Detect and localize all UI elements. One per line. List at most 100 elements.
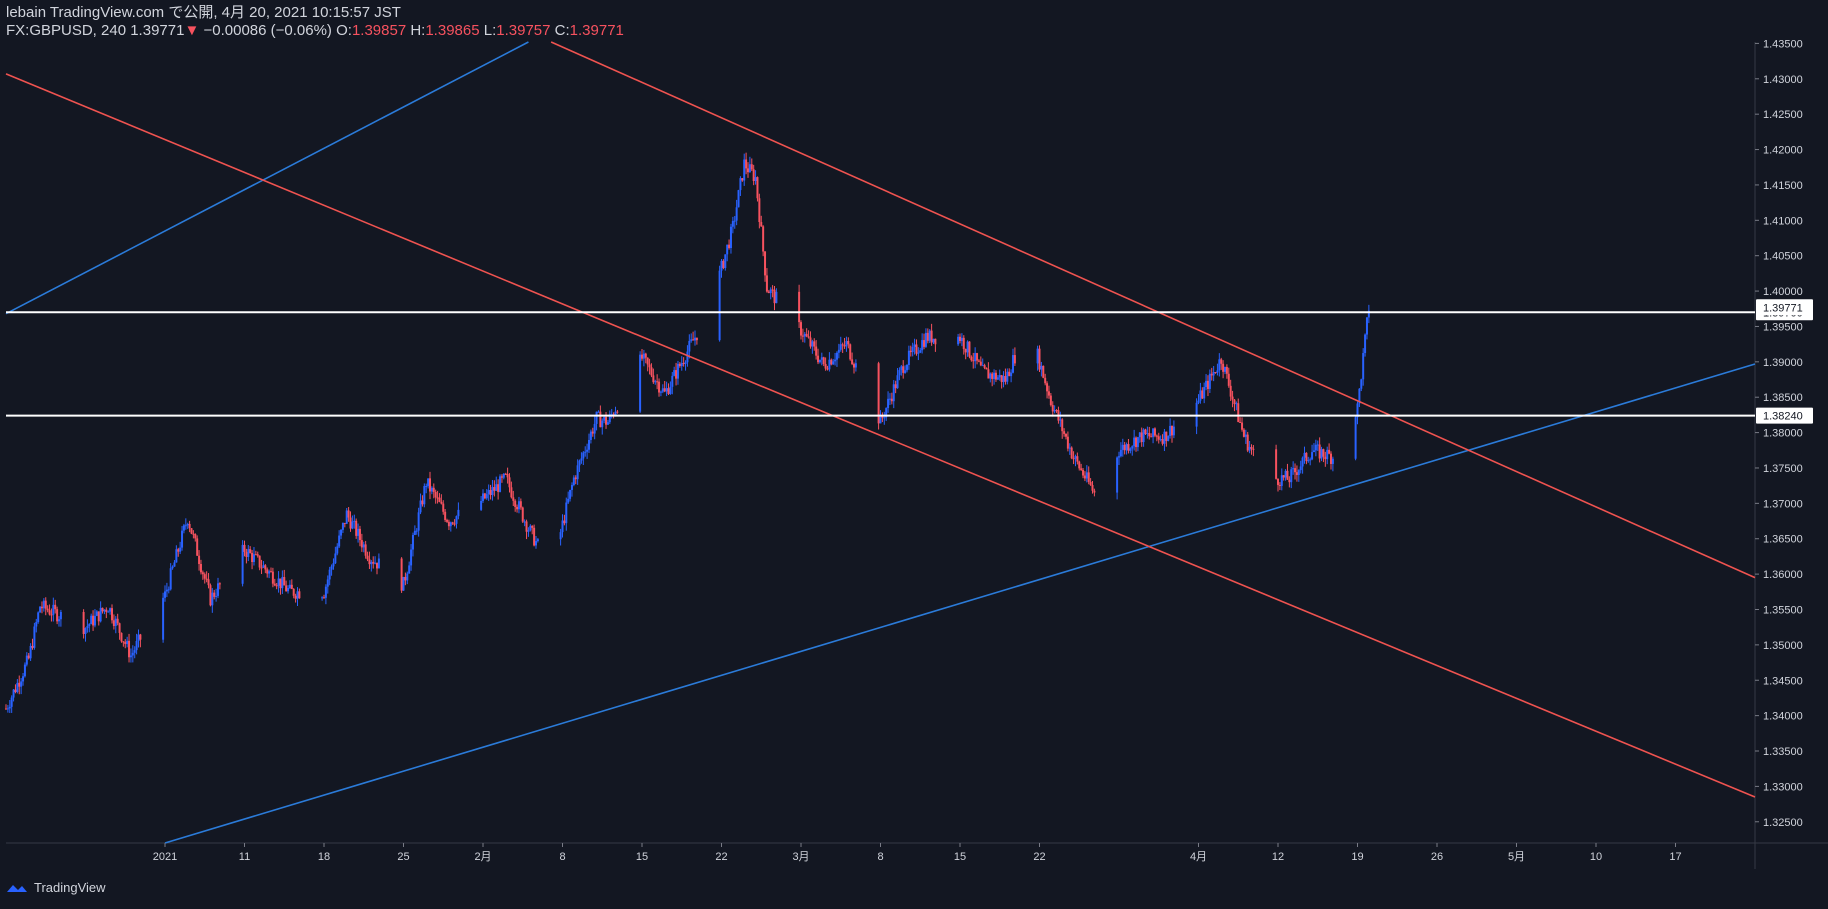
trend-line-red[interactable] (5, 73, 1756, 798)
candle (608, 410, 611, 425)
horizontal-lines-layer[interactable] (6, 311, 1755, 417)
candle (1146, 426, 1149, 439)
candle-body (849, 344, 852, 360)
candle (14, 684, 17, 694)
trend-line-blue[interactable] (164, 363, 1756, 844)
candle (207, 573, 210, 589)
price-tick-label: 1.37500 (1763, 463, 1803, 475)
candle-body (491, 487, 494, 496)
candle (27, 653, 30, 660)
candle-body (639, 354, 642, 412)
candle-body (1208, 373, 1211, 389)
candle-body (436, 497, 439, 499)
candle-body (8, 706, 11, 709)
candle-body (37, 612, 40, 623)
candle (1237, 398, 1240, 423)
candle (18, 675, 21, 695)
candle-body (695, 337, 698, 341)
candle-body (957, 336, 960, 345)
candle (252, 547, 255, 566)
candle-body (266, 569, 269, 574)
candle-body (23, 664, 26, 677)
price-tick-label: 1.36500 (1763, 534, 1803, 546)
candle (985, 367, 988, 370)
candle (251, 549, 254, 570)
candle (349, 511, 352, 532)
candle (429, 471, 431, 500)
candle-body (440, 501, 443, 504)
candle-body (124, 642, 127, 645)
candle-body (879, 415, 882, 424)
candle (1167, 435, 1170, 442)
candle (1364, 333, 1367, 357)
candle-body (682, 362, 685, 364)
candle-body (646, 357, 649, 365)
candle-body (576, 465, 579, 480)
candle-body (601, 420, 604, 428)
trendlines-layer[interactable] (5, 41, 1756, 844)
candle (436, 490, 439, 504)
candle-body (1214, 372, 1217, 374)
candle (669, 381, 672, 395)
candle-body (934, 338, 937, 345)
time-tick-label: 2月 (474, 851, 491, 863)
candle-body (290, 584, 293, 589)
candle-body (184, 525, 187, 527)
candle-body (332, 563, 335, 567)
candle-body (1171, 425, 1173, 436)
trend-line-red[interactable] (550, 41, 1756, 579)
candle-body (580, 458, 583, 461)
candle (29, 643, 32, 662)
candle (1047, 385, 1050, 399)
candle (574, 475, 577, 485)
candle-body (137, 634, 140, 641)
candle-body (979, 361, 982, 366)
candle (881, 412, 884, 423)
candle (928, 329, 931, 343)
open-value: 1.39857 (351, 22, 407, 39)
candle-body (728, 244, 731, 249)
candle-body (1237, 403, 1240, 422)
candle-body (835, 352, 838, 360)
candle (217, 577, 219, 599)
candle (578, 459, 581, 472)
candle (919, 347, 922, 354)
candle (266, 567, 269, 578)
last-price-tag-bg (1756, 299, 1813, 316)
price-tick-label: 1.40000 (1763, 286, 1803, 298)
candle-body (595, 411, 598, 424)
time-tick-label: 19 (1351, 851, 1363, 863)
candle (186, 522, 189, 530)
candle-body (502, 473, 505, 478)
candle-body (1135, 437, 1138, 448)
candle-body (1144, 429, 1147, 434)
trend-line-blue[interactable] (5, 41, 529, 315)
candle (109, 607, 112, 615)
candle-body (1250, 447, 1253, 449)
candle (16, 679, 19, 694)
candle-body (103, 609, 106, 612)
candle (1294, 463, 1297, 480)
candle-body (432, 487, 435, 492)
candle-body (128, 640, 131, 658)
candle-body (455, 516, 458, 524)
tradingview-logo-icon (7, 884, 27, 892)
candle (591, 427, 594, 437)
candle (111, 604, 113, 624)
price-tick-label: 1.33000 (1763, 781, 1803, 793)
time-axis[interactable]: 2021 11 18 25 2月 8 15 22 3月 8 15 22 4月 12 19 26 5月 10 17 (153, 843, 1682, 863)
candle-body (1167, 436, 1170, 441)
candle (974, 347, 977, 369)
candle (909, 345, 912, 357)
candle (695, 337, 698, 345)
candle (1152, 428, 1155, 444)
candle-body (1008, 371, 1011, 377)
candle-body (48, 610, 51, 615)
candle-body (1203, 387, 1206, 399)
candle-body (1314, 444, 1317, 451)
candle-body (179, 547, 182, 552)
price-axis[interactable]: 1.43500 1.43000 1.42500 1.42000 1.41500 1.410… (1755, 38, 1813, 829)
candle-body (1297, 470, 1300, 476)
candle (1082, 467, 1085, 479)
